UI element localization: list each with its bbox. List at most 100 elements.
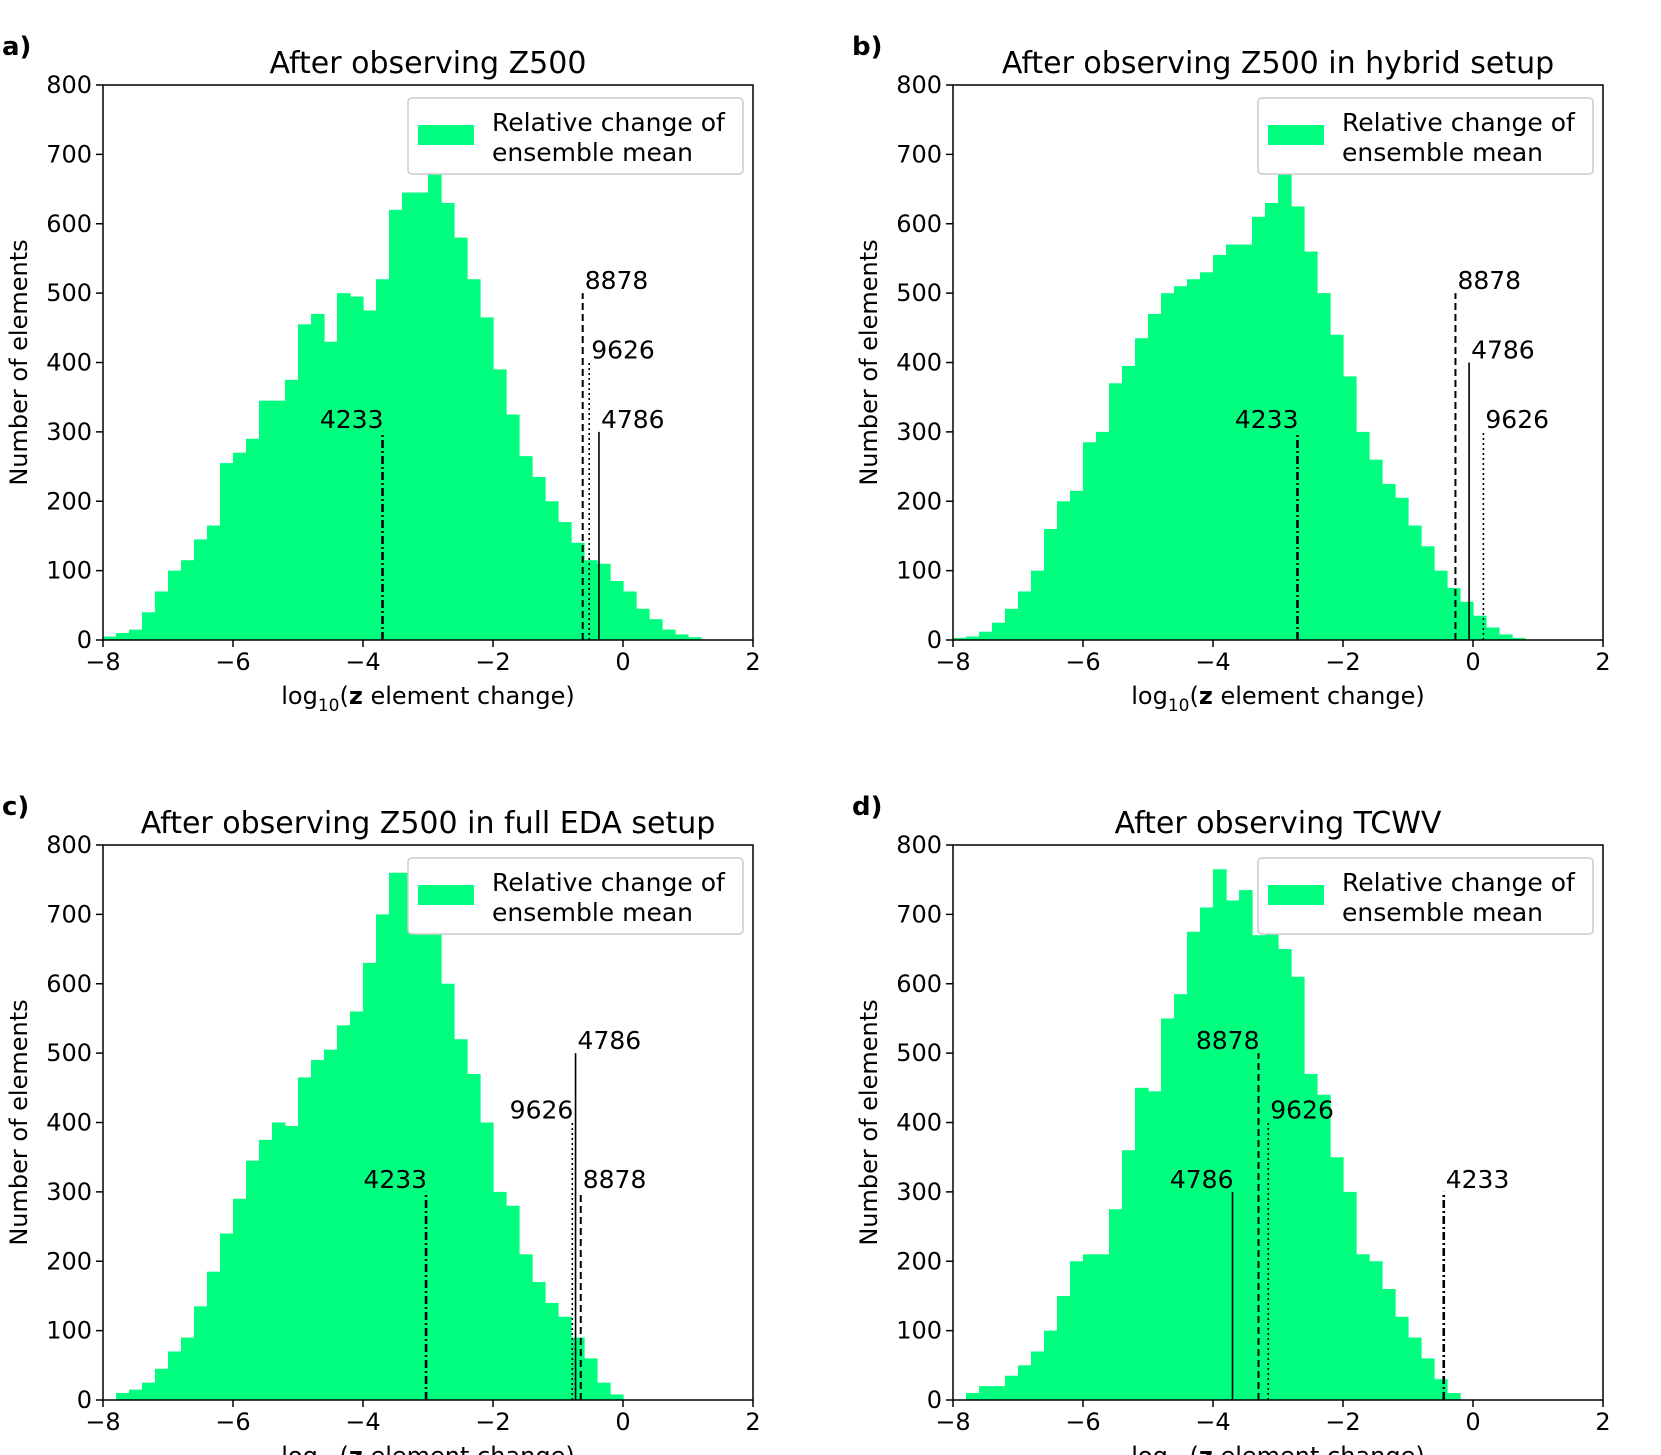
- legend: Relative change of ensemble mean: [407, 97, 744, 175]
- histogram-bar: [1382, 1289, 1396, 1400]
- x-tick-label: −2: [1325, 648, 1360, 676]
- histogram-bar: [480, 1122, 494, 1400]
- marker-label: 4233: [1446, 1165, 1510, 1194]
- histogram-bar: [1005, 1375, 1019, 1400]
- histogram-bar: [597, 1382, 611, 1400]
- histogram-bar: [311, 1060, 325, 1400]
- histogram-bar: [532, 476, 546, 640]
- annotation-markers: 4786 8878 9626 4233: [1170, 1026, 1510, 1400]
- annotation-markers: 4233 8878 9626 4786: [320, 266, 665, 640]
- y-tick-label: 800: [896, 831, 942, 859]
- histogram-bar: [1304, 251, 1318, 640]
- y-tick-label: 100: [46, 557, 92, 585]
- histogram-bar: [966, 1393, 980, 1400]
- histogram-bar: [662, 629, 676, 640]
- y-tick-label: 500: [46, 279, 92, 307]
- x-tick-label: −4: [1195, 1408, 1230, 1436]
- legend: Relative change of ensemble mean: [1257, 97, 1594, 175]
- histogram-bar: [233, 452, 247, 640]
- marker-label: 4786: [1170, 1165, 1234, 1194]
- y-tick-label: 700: [896, 900, 942, 928]
- legend-frame: [407, 857, 744, 935]
- histogram-bar: [402, 192, 416, 640]
- histogram-bar: [155, 1368, 169, 1400]
- histogram-bar: [558, 1316, 572, 1400]
- histogram-bar: [428, 161, 442, 640]
- legend-frame: [1257, 857, 1594, 935]
- y-axis-label: Number of elements: [855, 239, 883, 485]
- marker-label: 4233: [1235, 405, 1299, 434]
- histogram-bar: [142, 612, 156, 640]
- histogram-bar: [1174, 286, 1188, 640]
- legend-label-line1: Relative change of: [1342, 108, 1576, 137]
- histogram-bar: [441, 202, 455, 640]
- y-axis-label: Number of elements: [855, 999, 883, 1245]
- histogram-bar: [142, 1382, 156, 1400]
- histogram-bar: [1122, 365, 1136, 640]
- histogram-bar: [1083, 1254, 1097, 1400]
- histogram-bar: [324, 1049, 338, 1400]
- x-tick-label: −6: [215, 1408, 250, 1436]
- x-tick-label: 0: [1465, 648, 1480, 676]
- legend: Relative change of ensemble mean: [1257, 857, 1594, 935]
- histogram-bar: [116, 633, 130, 640]
- y-tick-label: 100: [46, 1317, 92, 1345]
- histogram-bar: [584, 1358, 598, 1401]
- histogram-bar: [324, 341, 338, 640]
- y-tick-label: 100: [896, 557, 942, 585]
- histogram-bar: [610, 581, 624, 640]
- panel-label: c): [2, 792, 29, 822]
- x-tick-label: −8: [935, 648, 970, 676]
- x-axis-label: log10(z element change): [1131, 682, 1425, 716]
- x-axis-ticks: −8 −6 −4 −2 0 2: [935, 1400, 1611, 1436]
- histogram-bar: [979, 631, 993, 640]
- x-tick-label: −8: [85, 1408, 120, 1436]
- histogram-bar: [1434, 570, 1448, 641]
- marker-label: 4233: [363, 1165, 427, 1194]
- histogram-bar: [506, 1205, 520, 1400]
- y-tick-label: 800: [46, 71, 92, 99]
- marker-label: 8878: [1196, 1026, 1260, 1055]
- x-tick-label: −6: [1065, 648, 1100, 676]
- histogram-bar: [1187, 279, 1201, 640]
- histogram-bar: [1278, 171, 1292, 640]
- marker-label: 4233: [320, 405, 384, 434]
- histogram-bar: [1044, 529, 1058, 640]
- y-tick-label: 500: [46, 1039, 92, 1067]
- histogram-bar: [1252, 216, 1266, 640]
- histogram-bars: [103, 161, 702, 641]
- histogram-bar: [441, 983, 455, 1400]
- histogram-bar: [1083, 442, 1097, 640]
- histogram-bar: [1057, 1295, 1071, 1400]
- histogram-bar: [103, 636, 117, 640]
- histogram-bar: [1447, 587, 1461, 640]
- x-tick-label: −4: [345, 1408, 380, 1436]
- histogram-bar: [428, 921, 442, 1400]
- histogram-bar: [1343, 376, 1357, 641]
- histogram-bar: [1135, 1087, 1149, 1400]
- histogram-bar: [992, 622, 1006, 640]
- histogram-bar: [1317, 293, 1331, 641]
- histogram-bar: [493, 369, 507, 640]
- histogram-bar: [1148, 313, 1162, 640]
- histogram-bar: [1018, 591, 1032, 640]
- histogram-bar: [168, 1351, 182, 1400]
- marker-label: 4786: [601, 405, 665, 434]
- histogram-bar: [1174, 994, 1188, 1400]
- histogram-bar: [1096, 1254, 1110, 1400]
- histogram-bar: [480, 317, 494, 640]
- histogram-bar: [272, 400, 286, 640]
- x-tick-label: 0: [615, 1408, 630, 1436]
- legend-label-line1: Relative change of: [1342, 868, 1576, 897]
- histogram-bar: [1278, 949, 1292, 1400]
- histogram-bar: [1239, 890, 1253, 1400]
- chart-title: After observing Z500 in hybrid setup: [1002, 46, 1554, 81]
- legend-frame: [1257, 97, 1594, 175]
- panel-label: d): [852, 792, 883, 822]
- legend: Relative change of ensemble mean: [407, 857, 744, 935]
- chart-title: After observing TCWV: [1115, 806, 1442, 841]
- histogram-bar: [181, 1337, 195, 1400]
- legend-frame: [407, 97, 744, 175]
- histogram-bar: [1161, 293, 1175, 641]
